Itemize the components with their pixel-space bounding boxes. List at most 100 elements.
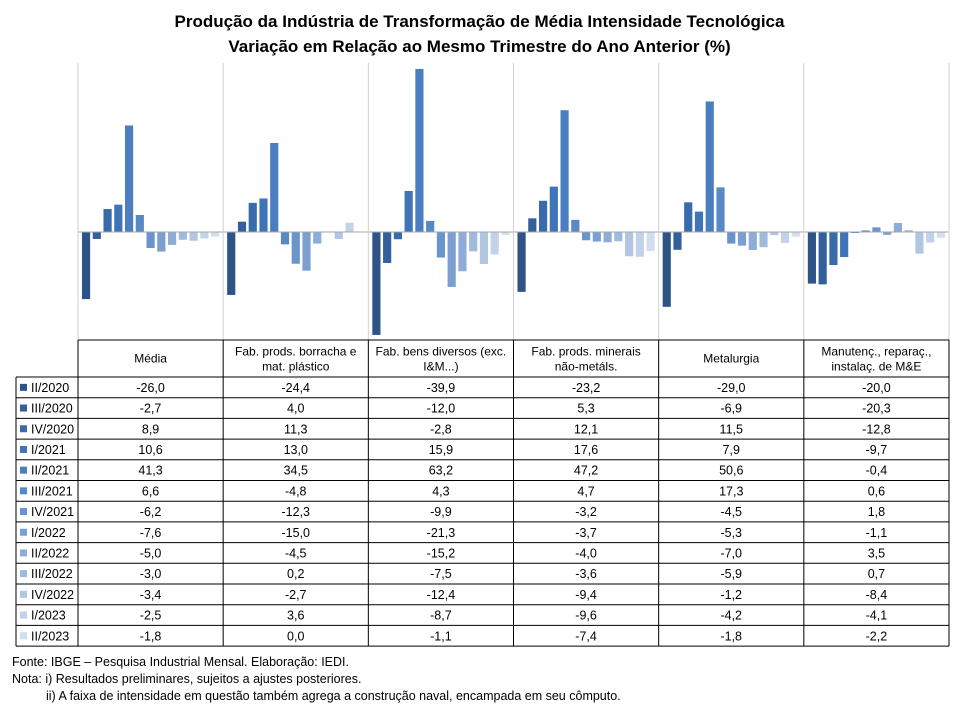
legend-key	[20, 570, 27, 578]
source-note: Fonte: IBGE – Pesquisa Industrial Mensal…	[12, 655, 349, 669]
bar	[517, 232, 526, 292]
data-label: 4,7	[577, 484, 594, 498]
data-label: 11,5	[720, 422, 743, 436]
category-label: instalaç. de M&E	[831, 360, 921, 374]
bar	[716, 187, 725, 232]
category-label: I&M...)	[423, 360, 458, 374]
bar	[694, 211, 704, 232]
data-label: 15,9	[429, 443, 453, 457]
bar	[447, 232, 456, 287]
data-label: -4,8	[285, 484, 307, 498]
bar	[538, 200, 548, 232]
data-label: -3,0	[140, 567, 162, 581]
bar	[780, 232, 790, 243]
category-label: Fab. prods. minerais	[531, 345, 640, 359]
data-label: 10,6	[138, 443, 162, 457]
bar	[211, 232, 220, 237]
bar	[189, 232, 198, 241]
data-label: -1,1	[866, 526, 888, 540]
data-label: -8,7	[430, 609, 452, 623]
data-label: -3,6	[575, 567, 597, 581]
bar	[807, 232, 816, 284]
data-label: 6,6	[142, 484, 159, 498]
bar	[404, 190, 413, 232]
data-label: -20,3	[862, 402, 891, 416]
category-label: Fab. bens diversos (exc.	[376, 345, 507, 359]
data-label: -21,3	[427, 526, 456, 540]
data-label: -29,0	[717, 381, 746, 395]
data-label: -2,8	[430, 422, 452, 436]
bar	[103, 209, 112, 232]
bar	[157, 232, 166, 252]
bar	[426, 220, 435, 232]
bar	[818, 232, 827, 285]
legend-key	[20, 590, 27, 598]
data-label: -7,0	[720, 546, 742, 560]
data-label: 41,3	[138, 464, 162, 478]
data-label: 0,2	[287, 567, 304, 581]
data-label: -12,3	[282, 505, 311, 519]
legend-key	[20, 528, 27, 536]
legend-label: III/2022	[31, 567, 73, 581]
data-label: -8,4	[866, 588, 888, 602]
bar	[114, 204, 123, 232]
bar	[549, 186, 558, 232]
bar	[479, 232, 489, 264]
data-label: 5,3	[577, 402, 594, 416]
data-label: -4,1	[866, 609, 888, 623]
bar	[92, 232, 101, 239]
bar	[302, 232, 311, 271]
bar	[673, 232, 682, 250]
bar	[936, 232, 946, 238]
bar	[124, 125, 134, 232]
bar	[571, 219, 580, 232]
bar	[291, 232, 300, 264]
data-label: 7,9	[723, 443, 740, 457]
data-label: 17,6	[574, 443, 598, 457]
bar	[861, 230, 870, 232]
data-label: 1,8	[868, 505, 885, 519]
bar	[490, 232, 499, 255]
legend-key	[20, 404, 27, 412]
data-label: -6,9	[720, 402, 742, 416]
legend-key	[20, 487, 27, 495]
data-label: -5,0	[140, 546, 162, 560]
category-label: Metalurgia	[703, 352, 759, 366]
data-label: -2,2	[866, 629, 888, 643]
data-label: -6,2	[140, 505, 162, 519]
data-label: -4,5	[720, 505, 742, 519]
legend-label: III/2020	[31, 402, 73, 416]
legend-label: II/2022	[31, 546, 69, 560]
data-label: -9,4	[575, 588, 597, 602]
bar	[270, 142, 279, 232]
bar	[178, 232, 187, 240]
data-label: -7,4	[575, 629, 597, 643]
data-label: 34,5	[284, 464, 308, 478]
bar	[684, 202, 693, 232]
category-label: Fab. prods. borracha e	[235, 345, 357, 359]
legend-key	[20, 425, 27, 433]
data-label: 0,7	[868, 567, 885, 581]
category-label: Manutenç., reparaç.,	[821, 345, 931, 359]
bar	[926, 232, 935, 243]
category-label: Média	[134, 352, 167, 366]
legend-label: IV/2021	[31, 505, 74, 519]
legend-label: I/2022	[31, 526, 66, 540]
bar	[791, 232, 800, 237]
bar	[727, 232, 736, 244]
legend-label: IV/2020	[31, 422, 74, 436]
bar	[259, 198, 268, 232]
bar	[582, 232, 591, 241]
data-label: -9,9	[430, 505, 452, 519]
bar	[237, 221, 247, 232]
legend-key	[20, 549, 27, 557]
data-label: -2,7	[285, 588, 307, 602]
data-label: 63,2	[429, 464, 453, 478]
data-label: 50,6	[719, 464, 743, 478]
data-label: 3,6	[287, 609, 304, 623]
data-label: -1,1	[430, 629, 452, 643]
data-label: 0,6	[868, 484, 885, 498]
data-label: 17,3	[719, 484, 743, 498]
bar	[883, 232, 892, 235]
bar	[393, 232, 402, 240]
